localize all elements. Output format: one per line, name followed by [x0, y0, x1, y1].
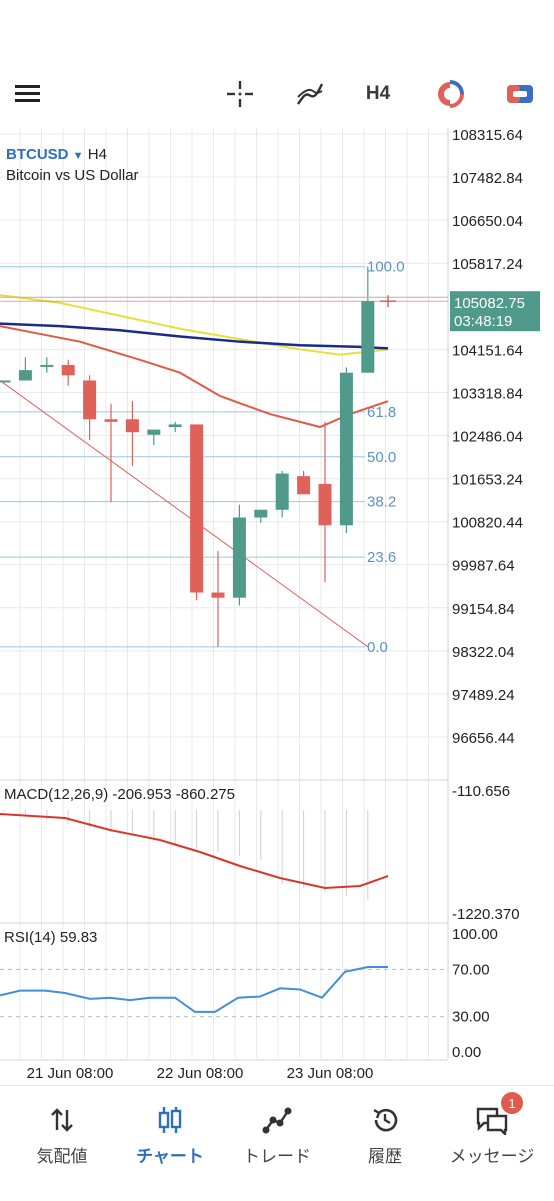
rsi-label: RSI(14) 59.83 — [4, 929, 98, 946]
fib-level-label: 23.6 — [367, 549, 396, 566]
history-icon — [370, 1104, 400, 1136]
macd-scale-bottom: -1220.370 — [452, 906, 520, 923]
fib-level-label: 38.2 — [367, 494, 396, 511]
candle-body — [18, 370, 32, 381]
candle-body — [254, 509, 268, 518]
chart-area[interactable]: 108315.64 107482.84 106650.04 105817.24 1041… — [0, 128, 554, 1085]
rsi-scale-label: 100.00 — [452, 926, 498, 943]
candle-body — [104, 419, 118, 422]
trade-line-icon — [262, 1104, 292, 1136]
price-axis-label: 99154.84 — [452, 601, 515, 618]
nav-quotes[interactable]: 気配値 — [7, 1086, 117, 1186]
objects-icon — [438, 80, 464, 108]
price-axis-label: 108315.64 — [452, 128, 523, 144]
fib-level-label: 100.0 — [367, 259, 405, 276]
time-axis-label: 22 Jun 08:00 — [157, 1065, 244, 1082]
nav-messages[interactable]: 1 メッセージ — [437, 1086, 547, 1186]
macd-signal-line — [0, 813, 389, 890]
nav-chart[interactable]: チャート — [115, 1086, 225, 1186]
ma-yellow-line — [0, 294, 389, 356]
nav-messages-label: メッセージ — [449, 1147, 535, 1166]
current-price-value: 105082.75 — [454, 295, 525, 312]
price-axis-label: 101653.24 — [452, 472, 523, 489]
rsi-scale-label: 30.00 — [452, 1009, 490, 1026]
trade-icon — [507, 85, 533, 103]
hamburger-menu-icon — [15, 85, 40, 102]
nav-history-label: 履歴 — [368, 1147, 402, 1166]
trade-button[interactable] — [500, 72, 540, 116]
macd-label: MACD(12,26,9) -206.953 -860.275 — [4, 786, 235, 803]
price-axis-label: 96656.44 — [452, 730, 515, 747]
candle-body — [190, 424, 204, 593]
fib-level-label: 61.8 — [367, 404, 396, 421]
indicators-icon — [297, 83, 324, 105]
crosshair-icon — [227, 81, 253, 107]
candle-body — [318, 483, 332, 526]
candle-body — [147, 429, 161, 435]
symbol-timeframe: H4 — [87, 146, 107, 163]
price-axis-label: 103318.84 — [452, 385, 523, 402]
ma-red-line — [0, 325, 389, 429]
rsi-scale-label: 0.00 — [452, 1044, 481, 1061]
candle-body — [40, 364, 54, 367]
nav-trade-label: トレード — [243, 1147, 311, 1166]
price-chart[interactable]: 108315.64 107482.84 106650.04 105817.24 1041… — [0, 128, 554, 1085]
chart-candles-icon — [156, 1104, 184, 1136]
candle-body — [61, 364, 75, 376]
timeframe-button[interactable]: H4 — [358, 72, 398, 116]
symbol-description: Bitcoin vs US Dollar — [6, 167, 139, 184]
fib-trend-line — [0, 380, 369, 648]
nav-history[interactable]: 履歴 — [330, 1086, 440, 1186]
time-axis-label: 23 Jun 08:00 — [287, 1065, 374, 1082]
ma-blue-line — [0, 322, 389, 350]
macd-scale-top: -110.656 — [452, 783, 510, 800]
price-axis-label: 106650.04 — [452, 213, 523, 230]
price-axis-label: 104151.64 — [452, 342, 523, 359]
current-price-tag — [450, 291, 540, 332]
time-axis-label: 21 Jun 08:00 — [27, 1065, 114, 1082]
candle-body — [168, 424, 182, 428]
fib-level-label: 0.0 — [367, 639, 388, 656]
price-axis-label: 98322.04 — [452, 644, 515, 661]
candle-body — [232, 517, 246, 598]
fib-level-label: 50.0 — [367, 449, 396, 466]
message-count-badge: 1 — [501, 1092, 523, 1114]
price-axis-label: 102486.04 — [452, 429, 523, 446]
candle-body — [297, 476, 311, 495]
quotes-icon — [48, 1104, 76, 1136]
objects-button[interactable] — [430, 72, 470, 116]
menu-button[interactable] — [8, 72, 48, 116]
crosshair-button[interactable] — [220, 72, 260, 116]
nav-chart-label: チャート — [136, 1147, 204, 1166]
symbol-info: BTCUSD ▼ H4 Bitcoin vs US Dollar — [6, 145, 139, 186]
price-axis-label: 107482.84 — [452, 170, 523, 187]
symbol-dropdown-icon[interactable]: ▼ — [72, 150, 84, 162]
candle-body — [0, 380, 11, 383]
countdown-timer: 03:48:19 — [454, 313, 512, 330]
price-axis-label: 100820.44 — [452, 515, 523, 532]
candle-body — [125, 419, 139, 433]
candle-body — [83, 380, 97, 420]
candle-body — [361, 301, 375, 373]
nav-trade[interactable]: トレード — [222, 1086, 332, 1186]
rsi-scale-label: 70.00 — [452, 961, 490, 978]
candle-body — [275, 473, 289, 510]
candle-body — [211, 592, 225, 598]
rsi-line — [0, 966, 388, 1013]
price-axis-label: 99987.64 — [452, 558, 515, 575]
messages-icon: 1 — [475, 1092, 523, 1136]
nav-quotes-label: 気配値 — [36, 1147, 88, 1166]
price-axis-label: 105817.24 — [452, 256, 523, 273]
timeframe-label: H4 — [365, 83, 391, 104]
bottom-navigation: 気配値 チャート トレード 履歴 1 メッセージ — [0, 1085, 554, 1201]
symbol-name[interactable]: BTCUSD — [6, 146, 69, 163]
indicators-button[interactable] — [290, 72, 330, 116]
price-axis-label: 97489.24 — [452, 687, 515, 704]
candle-body — [339, 372, 353, 526]
chart-toolbar: H4 — [0, 60, 554, 128]
